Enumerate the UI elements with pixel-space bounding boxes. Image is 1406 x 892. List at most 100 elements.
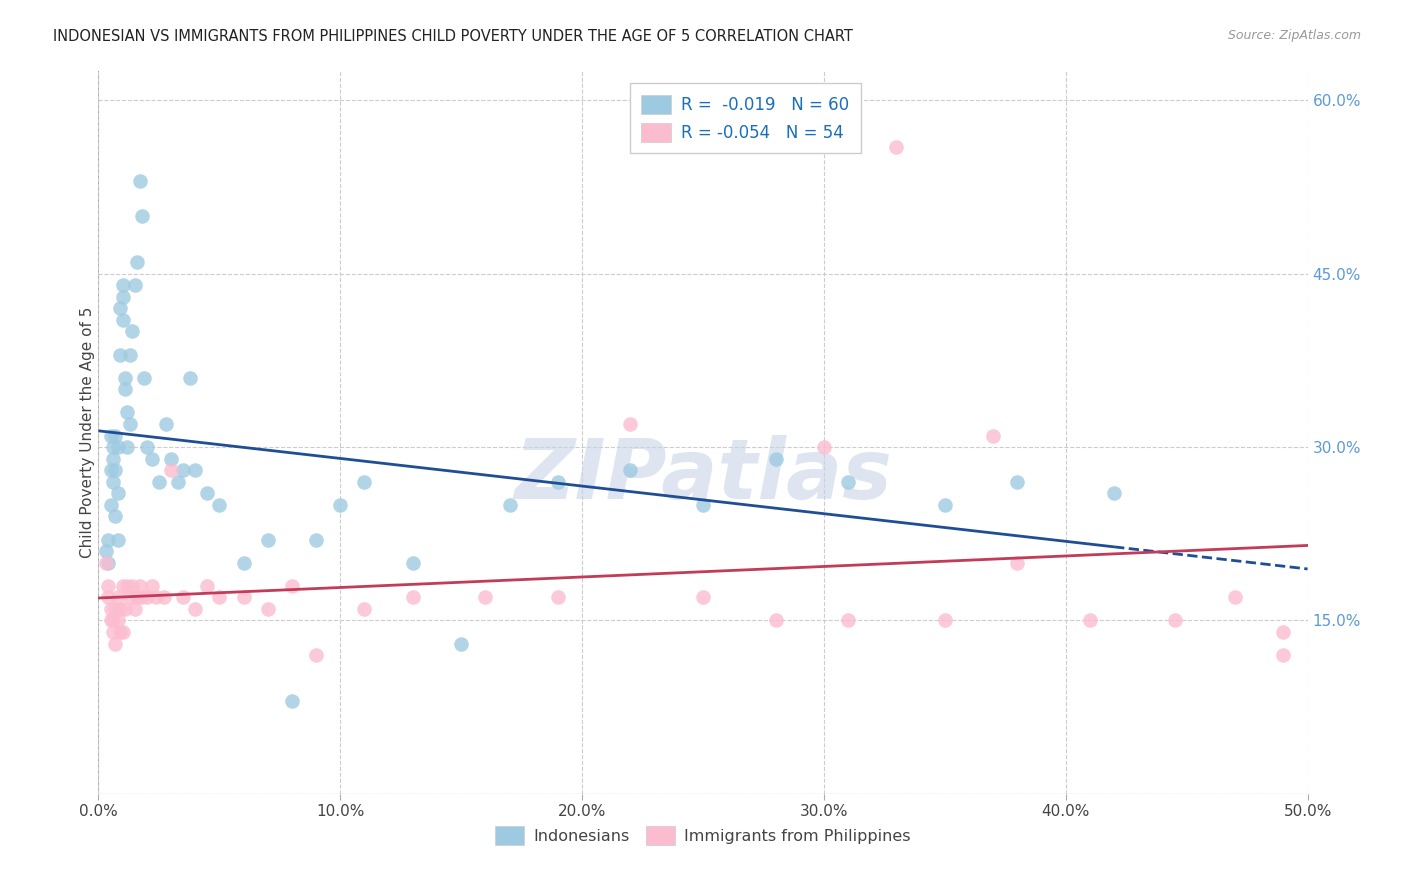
- Point: [100, 463, 122, 477]
- Point: [94, 544, 117, 558]
- Point: [108, 348, 131, 362]
- Point: [128, 174, 150, 188]
- Point: [281, 694, 304, 708]
- Point: [934, 498, 956, 512]
- Point: [131, 209, 153, 223]
- Point: [1163, 614, 1185, 628]
- Point: [402, 556, 425, 570]
- Point: [135, 440, 157, 454]
- Point: [208, 498, 231, 512]
- Point: [97, 579, 120, 593]
- Point: [114, 370, 136, 384]
- Point: [934, 614, 956, 628]
- Point: [329, 498, 352, 512]
- Text: Source: ZipAtlas.com: Source: ZipAtlas.com: [1227, 29, 1361, 42]
- Point: [232, 591, 254, 605]
- Point: [692, 498, 714, 512]
- Point: [97, 556, 120, 570]
- Point: [100, 428, 122, 442]
- Point: [104, 637, 127, 651]
- Point: [97, 533, 120, 547]
- Point: [547, 475, 569, 489]
- Point: [104, 509, 127, 524]
- Point: [1007, 556, 1029, 570]
- Point: [100, 602, 122, 616]
- Point: [111, 313, 134, 327]
- Point: [121, 325, 143, 339]
- Point: [104, 463, 127, 477]
- Point: [114, 602, 136, 616]
- Point: [692, 591, 714, 605]
- Point: [107, 614, 129, 628]
- Point: [108, 625, 131, 640]
- Point: [837, 475, 859, 489]
- Point: [108, 301, 131, 316]
- Point: [547, 591, 569, 605]
- Point: [160, 451, 183, 466]
- Point: [765, 451, 787, 466]
- Point: [981, 428, 1004, 442]
- Point: [305, 533, 328, 547]
- Point: [450, 637, 472, 651]
- Point: [281, 579, 304, 593]
- Point: [232, 556, 254, 570]
- Point: [353, 475, 375, 489]
- Point: [208, 591, 231, 605]
- Point: [1078, 614, 1101, 628]
- Point: [184, 463, 207, 477]
- Point: [402, 591, 425, 605]
- Point: [886, 139, 908, 153]
- Point: [118, 348, 141, 362]
- Point: [118, 591, 141, 605]
- Y-axis label: Child Poverty Under the Age of 5: Child Poverty Under the Age of 5: [80, 307, 94, 558]
- Point: [101, 451, 124, 466]
- Point: [101, 440, 124, 454]
- Point: [108, 602, 131, 616]
- Point: [131, 591, 153, 605]
- Point: [101, 625, 124, 640]
- Point: [172, 463, 194, 477]
- Point: [111, 290, 134, 304]
- Point: [104, 602, 127, 616]
- Point: [111, 579, 134, 593]
- Point: [111, 278, 134, 293]
- Point: [305, 648, 328, 662]
- Point: [127, 591, 149, 605]
- Point: [184, 602, 207, 616]
- Point: [128, 579, 150, 593]
- Point: [124, 602, 146, 616]
- Point: [353, 602, 375, 616]
- Point: [101, 475, 124, 489]
- Text: ZIPatlas: ZIPatlas: [515, 435, 891, 516]
- Point: [195, 486, 218, 500]
- Point: [148, 475, 170, 489]
- Point: [117, 440, 139, 454]
- Point: [124, 278, 146, 293]
- Point: [145, 591, 167, 605]
- Point: [117, 405, 139, 419]
- Point: [100, 498, 122, 512]
- Point: [101, 614, 124, 628]
- Point: [256, 602, 278, 616]
- Point: [114, 382, 136, 396]
- Point: [141, 451, 163, 466]
- Point: [619, 463, 641, 477]
- Point: [117, 579, 139, 593]
- Point: [94, 556, 117, 570]
- Point: [160, 463, 183, 477]
- Point: [195, 579, 218, 593]
- Point: [100, 614, 122, 628]
- Point: [765, 614, 787, 628]
- Point: [172, 591, 194, 605]
- Point: [141, 579, 163, 593]
- Point: [837, 614, 859, 628]
- Point: [152, 591, 174, 605]
- Point: [121, 579, 143, 593]
- Point: [498, 498, 520, 512]
- Point: [813, 440, 835, 454]
- Point: [107, 591, 129, 605]
- Point: [107, 533, 129, 547]
- Point: [1223, 591, 1246, 605]
- Point: [155, 417, 177, 431]
- Point: [474, 591, 496, 605]
